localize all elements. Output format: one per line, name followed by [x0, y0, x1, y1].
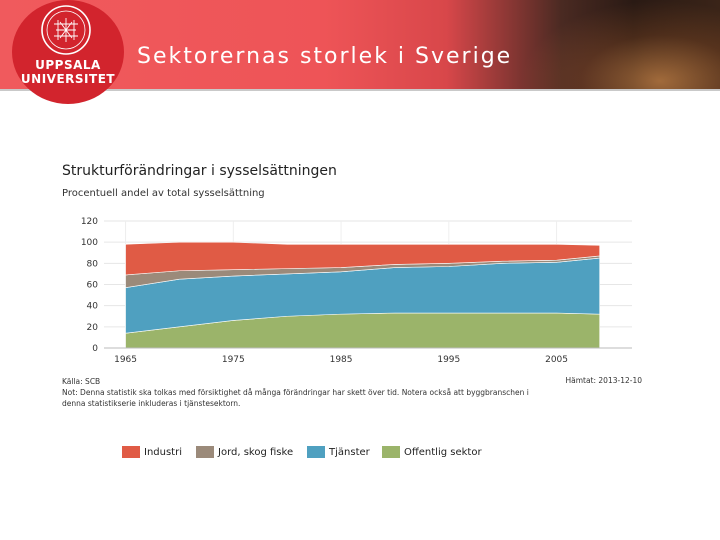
area-series-industri — [125, 241, 600, 276]
legend-swatch-offentlig — [382, 446, 400, 458]
page-title: Sektorernas storlek i Sverige — [137, 44, 513, 69]
university-seal-icon — [41, 5, 91, 55]
legend-item-jord: Jord, skog fiske — [196, 446, 293, 458]
y-tick-label: 40 — [87, 302, 99, 312]
x-tick-label: 2005 — [545, 355, 568, 365]
banner-city-image — [520, 0, 720, 90]
banner-divider — [0, 89, 720, 91]
legend-label-offentlig: Offentlig sektor — [404, 446, 482, 458]
chart-source: Källa: SCB Not: Denna statistik ska tolk… — [62, 376, 532, 409]
legend-label-tjanster: Tjänster — [329, 446, 370, 458]
x-tick-label: 1985 — [330, 355, 353, 365]
y-tick-label: 100 — [81, 238, 98, 248]
x-tick-label: 1975 — [222, 355, 245, 365]
logo-text-line2: UNIVERSITET — [20, 72, 116, 86]
source-text: Källa: SCB — [62, 377, 101, 386]
y-tick-label: 20 — [87, 323, 99, 333]
chart-title: Strukturförändringar i sysselsättningen — [62, 163, 337, 179]
legend-swatch-tjanster — [307, 446, 325, 458]
legend-label-industri: Industri — [144, 446, 182, 458]
y-tick-label: 0 — [92, 344, 98, 354]
x-tick-label: 1995 — [437, 355, 460, 365]
legend-swatch-industri — [122, 446, 140, 458]
legend-item-tjanster: Tjänster — [307, 446, 370, 458]
note-text: Not: Denna statistik ska tolkas med förs… — [62, 388, 529, 408]
y-tick-label: 60 — [87, 281, 99, 291]
fetched-date: Hämtat: 2013-12-10 — [565, 376, 642, 385]
y-tick-label: 80 — [87, 259, 99, 269]
chart-subtitle: Procentuell andel av total sysselsättnin… — [62, 188, 265, 199]
legend-item-offentlig: Offentlig sektor — [382, 446, 482, 458]
legend-item-industri: Industri — [122, 446, 182, 458]
legend-swatch-jord — [196, 446, 214, 458]
legend-label-jord: Jord, skog fiske — [218, 446, 294, 458]
x-tick-label: 1965 — [114, 355, 137, 365]
logo-text-line1: UPPSALA — [35, 58, 101, 72]
y-tick-label: 120 — [81, 217, 98, 227]
chart-legend: Industri Jord, skog fiske Tjänster Offen… — [0, 446, 720, 466]
university-logo[interactable] — [12, 0, 124, 104]
